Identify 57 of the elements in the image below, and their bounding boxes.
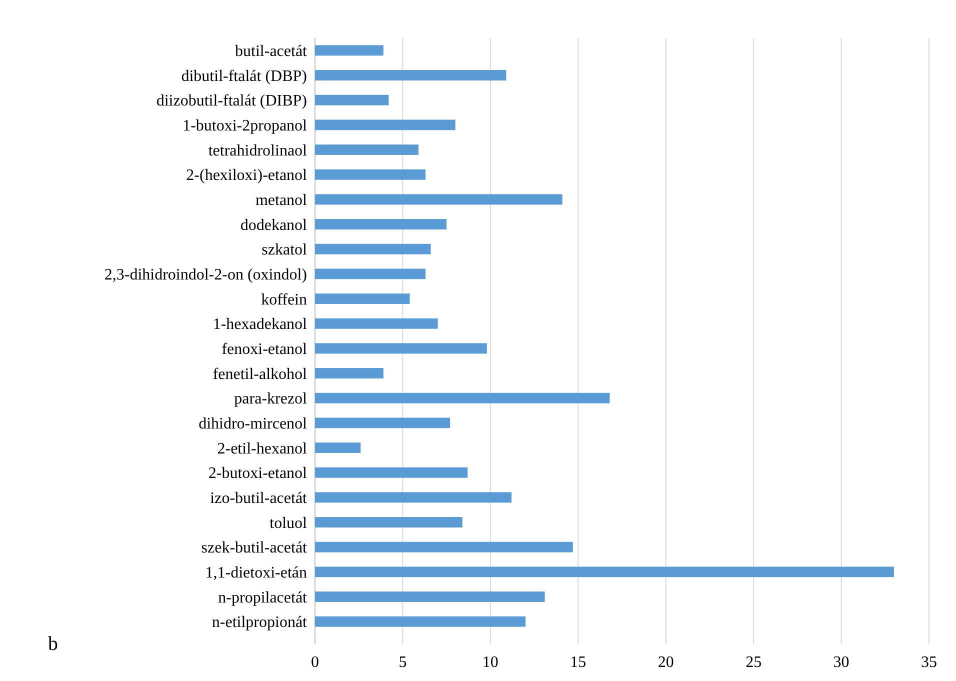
y-tick-label: 1,1-dietoxi-etán — [205, 564, 307, 582]
x-tick-label: 25 — [746, 654, 762, 671]
y-tick-label: 2-(hexiloxi)-etanol — [186, 167, 308, 184]
x-tick-label: 10 — [482, 654, 498, 671]
text: b — [48, 633, 58, 655]
bar — [315, 194, 562, 205]
x-tick-label: 0 — [311, 654, 319, 671]
y-tick-label: para-krezol — [234, 390, 308, 408]
bar — [315, 542, 573, 552]
y-tick-label: toluol — [270, 514, 308, 532]
y-tick-label: butil-acetát — [235, 43, 308, 60]
y-tick-label: diizobutil-ftalát (DIBP) — [156, 92, 307, 110]
x-tick-label: 30 — [833, 654, 850, 671]
bar — [315, 442, 361, 453]
y-tick-label: n-etilpropionát — [212, 614, 308, 632]
bar — [315, 244, 431, 254]
y-tick-label: metanol — [255, 192, 308, 210]
bar — [315, 268, 426, 280]
bar — [315, 94, 389, 106]
bar — [315, 368, 384, 378]
bar — [315, 45, 384, 56]
y-tick-label: n-propilacetát — [218, 589, 308, 606]
y-tick-label: koffein — [261, 291, 307, 308]
bar — [315, 169, 426, 180]
bar — [315, 318, 438, 329]
bar — [315, 120, 456, 130]
bar — [315, 616, 526, 627]
y-tick-label: 2,3-dihidroindol-2-on (oxindol) — [104, 266, 307, 284]
y-tick-label: 2-butoxi-etanol — [208, 465, 308, 482]
bar — [315, 517, 462, 528]
y-tick-label: dihidro-mircenol — [198, 416, 308, 433]
y-tick-label: szek-butil-acetát — [201, 540, 308, 557]
bar — [315, 70, 506, 80]
x-tick-label: 35 — [921, 654, 937, 671]
bar — [315, 592, 545, 602]
y-tick-label: dibutil-ftalát (DBP) — [181, 68, 307, 85]
y-tick-label: izo-butil-acetát — [210, 490, 308, 508]
y-tick-label: fenetil-alkohol — [212, 366, 308, 383]
bar — [315, 294, 410, 304]
bar — [315, 343, 487, 354]
bar — [315, 418, 450, 428]
y-tick-label: 2-etil-hexanol — [217, 440, 308, 458]
bar — [315, 566, 894, 578]
x-tick-label: 5 — [398, 654, 407, 671]
y-tick-label: szkatol — [262, 242, 308, 259]
bar — [315, 392, 610, 404]
x-tick-label: 20 — [658, 654, 674, 671]
y-tick-label: 1-butoxi-2propanol — [182, 118, 308, 135]
bar — [315, 492, 512, 503]
y-tick-label: 1-hexadekanol — [212, 316, 308, 334]
x-tick-label: 15 — [570, 654, 586, 671]
bar — [315, 144, 419, 155]
y-tick-label: fenoxi-etanol — [222, 341, 308, 358]
bar — [315, 467, 468, 478]
y-tick-label: dodekanol — [240, 216, 308, 234]
y-tick-label: tetrahidrolinaol — [208, 142, 308, 160]
bar — [315, 219, 447, 230]
